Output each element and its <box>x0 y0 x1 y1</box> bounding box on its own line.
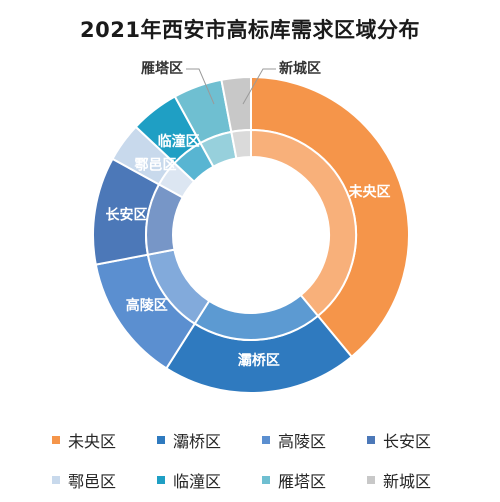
legend-item-未央区: 未央区 <box>52 428 157 452</box>
legend-swatch <box>52 476 60 484</box>
data-label-新城区: 新城区 <box>279 60 321 77</box>
legend-label: 高陵区 <box>278 432 327 451</box>
leader-line-新城区 <box>242 68 276 105</box>
data-label-长安区: 长安区 <box>106 206 148 223</box>
legend-swatch <box>262 476 270 484</box>
slice-inner-未央区 <box>250 128 357 318</box>
legend-label: 鄠邑区 <box>68 472 117 491</box>
legend-item-灞桥区: 灞桥区 <box>157 428 262 452</box>
legend-item-长安区: 长安区 <box>367 428 472 452</box>
legend-swatch <box>367 436 375 444</box>
legend-swatch <box>262 436 270 444</box>
legend-label: 灞桥区 <box>173 432 222 451</box>
legend-label: 新城区 <box>383 472 432 491</box>
legend-swatch <box>367 476 375 484</box>
leader-line-雁塔区 <box>186 68 215 105</box>
chart-legend: 未央区 灞桥区 高陵区 长安区鄠邑区 临潼区 雁塔区 新城区 <box>52 428 472 492</box>
legend-item-高陵区: 高陵区 <box>262 428 367 452</box>
legend-item-鄠邑区: 鄠邑区 <box>52 468 157 492</box>
legend-item-新城区: 新城区 <box>367 468 472 492</box>
chart-title: 2021年西安市高标库需求区域分布 <box>80 18 420 42</box>
legend-label: 雁塔区 <box>278 472 327 491</box>
data-label-高陵区: 高陵区 <box>126 297 168 314</box>
legend-label: 长安区 <box>383 432 432 451</box>
data-label-雁塔区: 雁塔区 <box>141 60 183 77</box>
slice-inner-新城区 <box>230 128 252 160</box>
data-label-临潼区: 临潼区 <box>158 133 200 150</box>
legend-item-临潼区: 临潼区 <box>157 468 262 492</box>
data-label-未央区: 未央区 <box>349 183 391 200</box>
legend-swatch <box>157 476 165 484</box>
legend-label: 临潼区 <box>173 472 222 491</box>
data-label-鄠邑区: 鄠邑区 <box>135 157 177 174</box>
legend-swatch <box>157 436 165 444</box>
legend-label: 未央区 <box>68 432 117 451</box>
legend-swatch <box>52 436 60 444</box>
data-label-灞桥区: 灞桥区 <box>238 352 280 369</box>
legend-item-雁塔区: 雁塔区 <box>262 468 367 492</box>
